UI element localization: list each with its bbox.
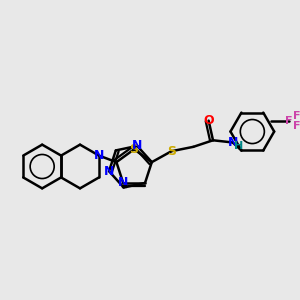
Text: S: S xyxy=(130,143,139,156)
Text: =: = xyxy=(120,183,127,192)
Text: N: N xyxy=(132,140,142,152)
Text: N: N xyxy=(118,176,128,189)
Text: H: H xyxy=(234,141,243,152)
Text: S: S xyxy=(167,145,176,158)
Text: F: F xyxy=(293,111,300,121)
Text: F: F xyxy=(293,121,300,130)
Text: N: N xyxy=(94,149,104,162)
Text: N: N xyxy=(104,165,114,178)
Text: N: N xyxy=(227,136,238,149)
Text: F: F xyxy=(285,116,292,126)
Text: O: O xyxy=(203,114,214,127)
